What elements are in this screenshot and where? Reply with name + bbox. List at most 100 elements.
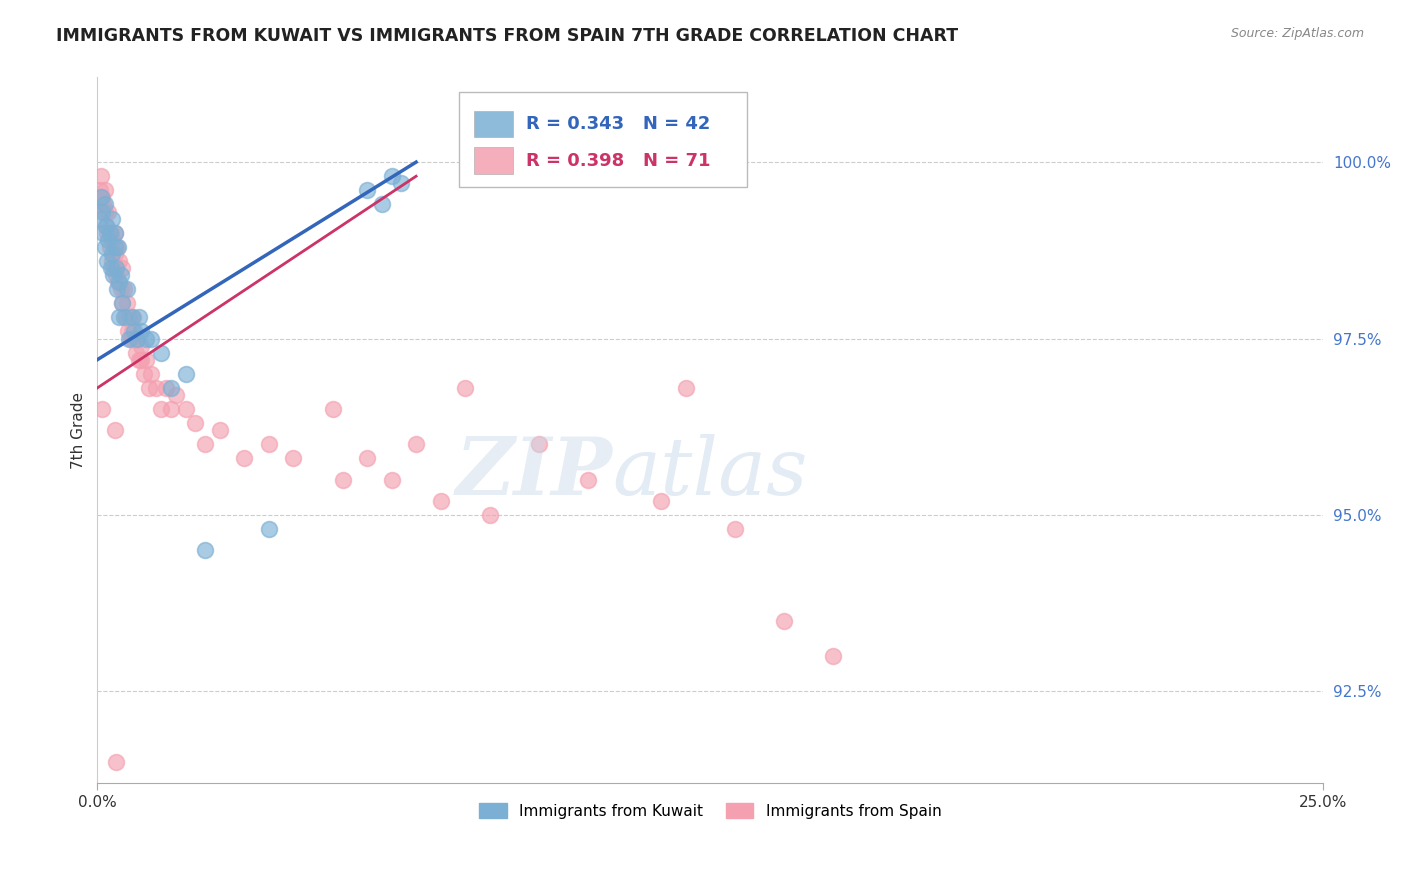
FancyBboxPatch shape [458,92,747,186]
Point [101,253,124,268]
Point [257,437,280,451]
Point [105,240,128,254]
Point [103,247,125,261]
Point [118,331,141,345]
Point [141,367,163,381]
FancyBboxPatch shape [474,111,513,137]
Point [128,310,150,325]
Point [283,451,305,466]
Point [115,296,138,310]
Point [96,219,118,233]
Point [117,325,139,339]
Point [132,367,155,381]
Point [257,522,280,536]
Point [100,226,122,240]
Point [93,240,115,254]
Text: atlas: atlas [612,434,807,511]
Point [91,226,114,240]
Point [478,508,501,522]
Point [110,282,132,296]
Point [381,169,404,184]
Point [194,437,217,451]
Point [90,169,112,184]
Point [122,325,145,339]
Point [108,310,131,325]
Point [98,240,121,254]
Point [103,240,125,254]
Text: R = 0.398   N = 71: R = 0.398 N = 71 [526,152,711,169]
Point [131,325,153,339]
Point [121,325,143,339]
Point [93,204,115,219]
Point [104,755,127,769]
Point [111,260,134,275]
Point [773,614,796,628]
Text: R = 0.343   N = 42: R = 0.343 N = 42 [526,115,711,133]
Point [135,352,157,367]
Point [174,367,197,381]
Point [97,233,120,247]
Point [98,226,121,240]
Point [96,226,118,240]
Point [675,381,697,395]
Point [101,233,124,247]
Point [155,381,177,395]
Point [371,197,394,211]
Point [96,219,118,233]
Point [114,310,136,325]
Point [101,260,124,275]
Point [128,352,150,367]
Point [122,331,145,345]
Point [90,190,112,204]
Point [141,331,163,345]
Point [124,345,146,359]
Point [104,268,127,282]
Text: Source: ZipAtlas.com: Source: ZipAtlas.com [1230,27,1364,40]
Point [91,204,114,219]
Point [322,402,344,417]
Point [405,437,427,451]
Point [194,543,217,558]
Point [150,402,173,417]
Point [105,282,128,296]
Point [527,437,550,451]
Point [121,310,143,325]
Point [356,451,378,466]
Point [96,253,118,268]
Point [160,381,183,395]
Point [93,197,115,211]
Point [112,310,135,325]
Point [108,253,131,268]
Point [125,331,148,345]
Point [121,310,143,325]
Point [724,522,747,536]
Point [103,226,125,240]
Point [101,247,124,261]
Point [97,204,120,219]
Point [135,331,157,345]
Point [131,352,153,367]
Point [184,416,207,430]
Legend: Immigrants from Kuwait, Immigrants from Spain: Immigrants from Kuwait, Immigrants from … [474,797,948,825]
Point [118,310,141,325]
Point [91,402,114,417]
Point [100,260,122,275]
Point [91,190,114,204]
Point [332,473,354,487]
Point [93,183,115,197]
Point [125,331,148,345]
Point [111,296,134,310]
Point [91,197,114,211]
Point [103,423,125,437]
Y-axis label: 7th Grade: 7th Grade [72,392,86,468]
Point [112,282,135,296]
Point [208,423,231,437]
Point [821,648,844,663]
Point [111,296,134,310]
Point [103,226,125,240]
Point [89,183,111,197]
Point [107,240,129,254]
Point [108,275,131,289]
Point [145,381,167,395]
Point [107,275,129,289]
